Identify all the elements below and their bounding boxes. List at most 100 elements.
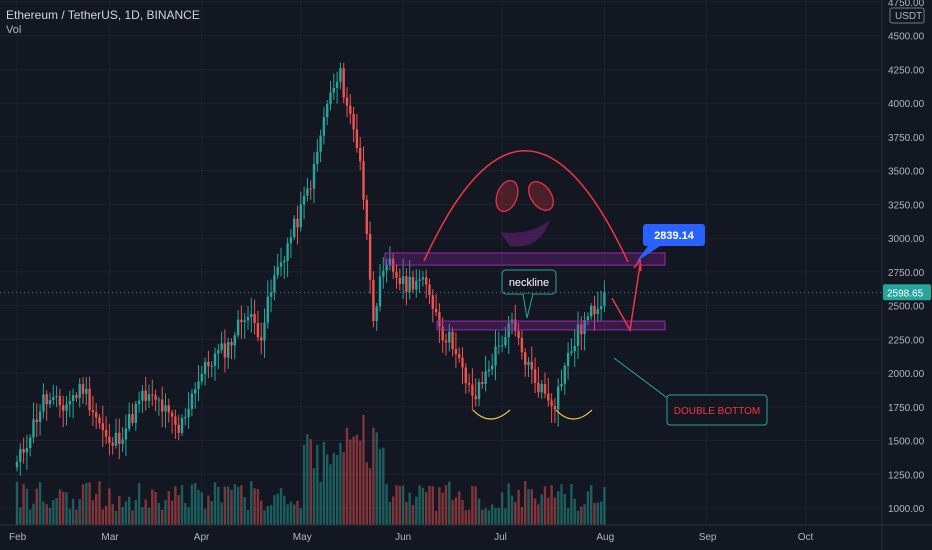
- volume-bar: [345, 427, 349, 525]
- candle-body: [154, 395, 157, 400]
- candle-body: [75, 395, 78, 398]
- volume-bar: [504, 508, 507, 525]
- volume-bar: [128, 496, 131, 525]
- candle-body: [326, 104, 329, 118]
- candle-body: [48, 400, 52, 405]
- volume-bar: [388, 502, 392, 525]
- second-bottom-curve: [555, 409, 593, 420]
- volume-bar: [474, 486, 477, 525]
- volume-bar: [35, 488, 38, 525]
- volume-bar: [167, 491, 170, 525]
- time-tick-label: Jul: [494, 532, 507, 543]
- candle-body: [260, 337, 263, 341]
- candle-body: [55, 395, 58, 397]
- price-axis[interactable]: 1000.00 1250.00 1500.00 1750.00 2000.00 2250.…: [881, 0, 931, 550]
- candle-body: [25, 448, 29, 453]
- candle-body: [187, 408, 190, 418]
- candle-body: [147, 394, 151, 401]
- candle-body: [576, 324, 580, 346]
- candle-body: [563, 365, 566, 384]
- volume-bar: [15, 481, 19, 525]
- candle-body: [441, 326, 444, 341]
- candle-body: [557, 386, 560, 410]
- candle-body: [332, 87, 335, 93]
- candle-body: [385, 265, 388, 271]
- first-bottom-curve: [472, 409, 511, 420]
- volume-bar: [326, 454, 329, 525]
- candle-body: [339, 68, 342, 82]
- candle-body: [345, 97, 349, 106]
- volume-bar: [230, 489, 233, 525]
- candle-body: [253, 314, 256, 324]
- volume-bar: [227, 486, 230, 525]
- neckline-label: neckline: [509, 277, 549, 289]
- volume-bar: [451, 499, 454, 525]
- volume-bar: [19, 507, 22, 525]
- volume-bar: [543, 486, 547, 525]
- volume-bar: [144, 499, 147, 525]
- candle-body: [566, 352, 570, 366]
- candle-body: [269, 292, 273, 297]
- time-tick-label: Mar: [101, 532, 119, 543]
- candle-body: [296, 218, 299, 228]
- last-price-tag: [883, 284, 931, 301]
- volume-bar: [157, 502, 161, 525]
- candle-body: [375, 306, 378, 321]
- volume-bar: [415, 496, 418, 525]
- candle-body: [276, 266, 279, 276]
- candle-body: [81, 384, 85, 394]
- chart-title: Ethereum / TetherUS, 1D, BINANCE: [6, 8, 200, 22]
- volume-bar: [95, 494, 98, 525]
- candle-body: [256, 323, 260, 338]
- volume-bar: [553, 497, 557, 525]
- volume-bar: [359, 440, 362, 525]
- candle-body: [233, 335, 236, 346]
- candle-body: [405, 276, 408, 292]
- currency-label: USDT: [895, 11, 922, 22]
- volume-bar: [296, 500, 299, 525]
- price-tick-label: 3250.00: [888, 200, 925, 211]
- candle-body: [210, 365, 213, 367]
- volume-bar: [256, 488, 260, 525]
- time-axis[interactable]: Feb Mar Apr May Jun Jul Aug Sep Oct: [0, 524, 932, 543]
- candle-body: [517, 331, 520, 339]
- candle-body: [194, 389, 197, 394]
- volume-bar: [78, 499, 81, 525]
- volume-bar: [500, 492, 504, 525]
- candle-body: [45, 394, 48, 405]
- candle-body: [484, 371, 487, 385]
- volume-bar: [213, 482, 217, 525]
- volume-bar: [461, 500, 464, 525]
- candle-body: [286, 243, 289, 261]
- volume-bar: [550, 485, 553, 525]
- candle-body: [547, 393, 550, 401]
- volume-bar: [71, 498, 75, 525]
- volume-bar: [91, 500, 95, 525]
- price-tick-label: 2000.00: [888, 369, 925, 380]
- volume-bar: [279, 487, 283, 525]
- candle-body: [352, 113, 355, 130]
- volume-bar: [398, 485, 401, 525]
- candle-body: [22, 449, 25, 453]
- candle-body: [550, 400, 553, 407]
- price-candles: [15, 62, 606, 476]
- candle-body: [560, 383, 563, 387]
- candle-body: [227, 341, 230, 358]
- volume-bar: [514, 501, 517, 525]
- volume-bar: [533, 498, 537, 525]
- candle-body: [540, 384, 543, 393]
- candle-body: [68, 401, 71, 405]
- candle-body: [586, 316, 590, 321]
- volume-bar: [355, 434, 359, 525]
- target-price-badge-pointer: [636, 246, 660, 262]
- candle-body: [319, 135, 322, 152]
- candle-body: [438, 312, 441, 327]
- candle-body: [293, 218, 296, 238]
- time-tick-label: Sep: [699, 532, 717, 543]
- volume-bar: [322, 442, 326, 525]
- candle-body: [250, 314, 253, 318]
- volume-bar: [62, 491, 65, 525]
- candle-body: [263, 322, 266, 341]
- volume-bar: [32, 503, 35, 525]
